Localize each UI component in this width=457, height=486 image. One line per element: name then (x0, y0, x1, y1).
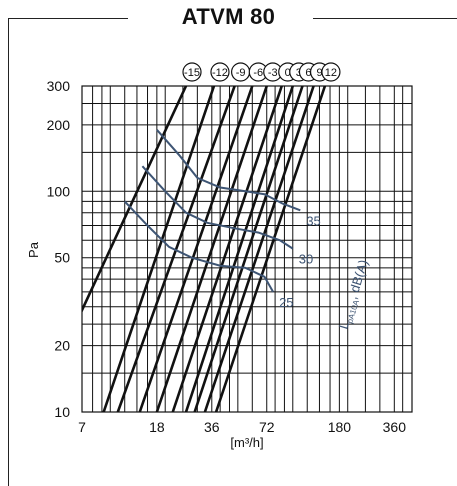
y-tick-label: 300 (47, 78, 71, 94)
noise-curve-label: 30 (299, 252, 313, 267)
series-unit-label: LpA10A, dB(A) (336, 258, 373, 332)
damper-label: -3 (268, 67, 278, 79)
y-tick-label: 200 (47, 117, 71, 133)
damper-line (184, 86, 295, 412)
noise-curves: 35 30 25 (123, 129, 321, 310)
frame-left-border (8, 18, 9, 486)
damper-label: -6 (253, 67, 263, 79)
damper-line (116, 86, 236, 412)
damper-line (82, 86, 188, 314)
y-tick-label: 10 (54, 404, 70, 420)
tick-labels: 7 18 36 72 180 360 10 20 50 100 200 300 (47, 78, 407, 435)
damper-line (155, 86, 268, 412)
damper-lines (82, 86, 327, 412)
x-axis-label: [m³/h] (230, 435, 263, 450)
title-rule-right (313, 18, 457, 19)
x-tick-label: 18 (149, 419, 165, 435)
damper-label: -9 (236, 67, 246, 79)
plot-border (81, 85, 413, 413)
series-unit-main: L (336, 320, 352, 331)
noise-curve-label: 25 (279, 295, 293, 310)
damper-label: 9 (317, 67, 323, 79)
damper-label-circle (321, 62, 341, 82)
damper-setting-labels: -15 -12 -9 -6 -3 0 3 6 9 12 (182, 62, 341, 82)
chart-title: ATVM 80 (181, 4, 276, 29)
damper-label: 12 (325, 67, 337, 79)
damper-label: -15 (184, 67, 200, 79)
damper-label: 0 (285, 67, 291, 79)
y-axis-label: Pa (26, 241, 41, 258)
x-tick-label: 180 (328, 419, 352, 435)
damper-label: 3 (296, 67, 302, 79)
damper-line (171, 86, 283, 412)
noise-curve (156, 129, 301, 212)
x-tick-label: 36 (204, 419, 220, 435)
damper-label: -12 (212, 67, 228, 79)
damper-line (193, 86, 304, 412)
damper-line (102, 86, 216, 412)
damper-line (203, 86, 315, 412)
y-tick-label: 100 (47, 183, 71, 199)
x-tick-label: 360 (383, 419, 407, 435)
damper-label-circle (210, 62, 230, 82)
noise-curve-label: 35 (306, 213, 320, 228)
noise-curve (123, 200, 274, 293)
noise-curve (141, 165, 294, 250)
damper-label-circle (182, 62, 202, 82)
title-rule-left (8, 18, 128, 19)
damper-line (214, 86, 327, 412)
title-row: ATVM 80 (0, 0, 457, 36)
damper-line (138, 86, 254, 412)
y-tick-label: 20 (54, 338, 70, 354)
x-tick-label: 72 (259, 419, 275, 435)
x-tick-label: 7 (78, 419, 86, 435)
damper-label: 6 (305, 67, 311, 79)
y-tick-label: 50 (54, 250, 70, 266)
grid-lines (81, 85, 413, 413)
